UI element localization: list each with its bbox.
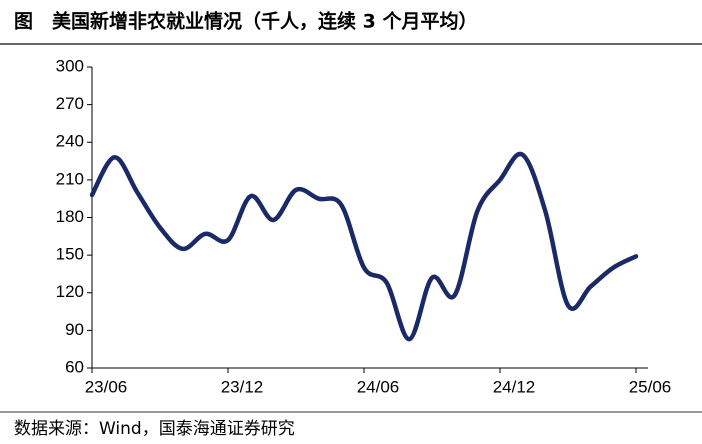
y-tick-label: 60: [65, 357, 84, 376]
y-tick-label: 90: [65, 320, 84, 339]
x-tick-label: 24/12: [493, 377, 536, 396]
x-tick-label: 23/12: [221, 377, 264, 396]
y-tick-label: 240: [56, 132, 84, 151]
source: 数据来源：Wind，国泰海通证券研究: [14, 419, 295, 439]
x-tick-label: 24/06: [357, 377, 400, 396]
y-tick-label: 210: [56, 169, 84, 188]
y-tick-label: 180: [56, 207, 84, 226]
chart-title: 图 美国新增非农就业情况（千人，连续 3 个月平均）: [14, 10, 477, 33]
x-tick-label: 25/06: [629, 377, 672, 396]
y-tick-label: 300: [56, 56, 84, 75]
y-tick-label: 270: [56, 94, 84, 113]
x-tick-label: 23/06: [85, 377, 128, 396]
series-line: [89, 151, 639, 342]
y-tick-label: 150: [56, 245, 84, 264]
y-tick-label: 120: [56, 282, 84, 301]
